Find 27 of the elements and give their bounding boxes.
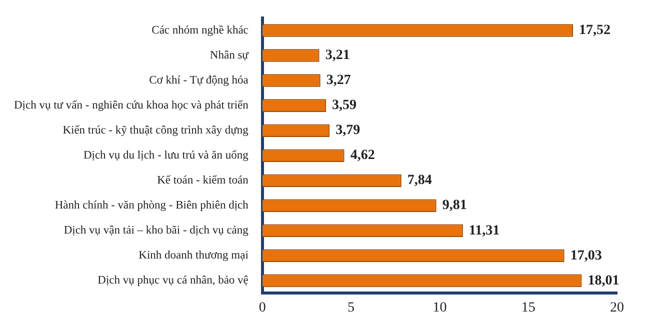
data-label: 9,81 (442, 198, 467, 214)
y-tick-label: Dịch vụ du lịch - lưu trú và ăn uống (83, 150, 249, 162)
y-tick-label: Dịch vụ phục vụ cá nhân, bảo vệ (98, 274, 248, 287)
data-label: 17,52 (579, 23, 611, 38)
x-tick-label: 5 (348, 300, 355, 316)
x-tick-label: 0 (258, 300, 266, 316)
y-tick-label: Kế toán - kiểm toán (157, 174, 249, 187)
y-tick-label: Kinh doanh thương mại (138, 250, 248, 262)
x-tick-label: 10 (432, 300, 447, 316)
y-tick-label: Dịch vụ vận tải – kho bãi - dịch vụ cảng (64, 224, 249, 237)
data-label: 4,62 (350, 148, 375, 164)
x-tick-label: 20 (610, 300, 624, 316)
data-label: 3,27 (326, 73, 351, 88)
data-label: 3,21 (325, 48, 350, 64)
y-tick-label: Hành chính - văn phòng - Biên phiên dịch (54, 200, 249, 212)
y-tick-label: Cơ khí - Tự động hóa (149, 74, 248, 87)
data-label: 7,84 (407, 173, 432, 188)
data-label: 3,59 (332, 98, 357, 114)
y-tick-label: Các nhóm nghề khác (152, 24, 248, 37)
data-label: 3,79 (336, 123, 360, 138)
data-label: 17,03 (570, 248, 602, 264)
x-tick-label: 15 (521, 300, 536, 316)
y-tick-label: Nhân sự (210, 50, 250, 62)
data-label: 11,31 (468, 223, 500, 238)
data-label: 18,01 (588, 273, 620, 288)
y-tick-label: Dịch vụ tư vấn - nghiên cứu khoa học và phát triển (14, 100, 249, 112)
y-tick-label: Kiến trúc - kỹ thuật công trình xây dựng (62, 124, 249, 137)
